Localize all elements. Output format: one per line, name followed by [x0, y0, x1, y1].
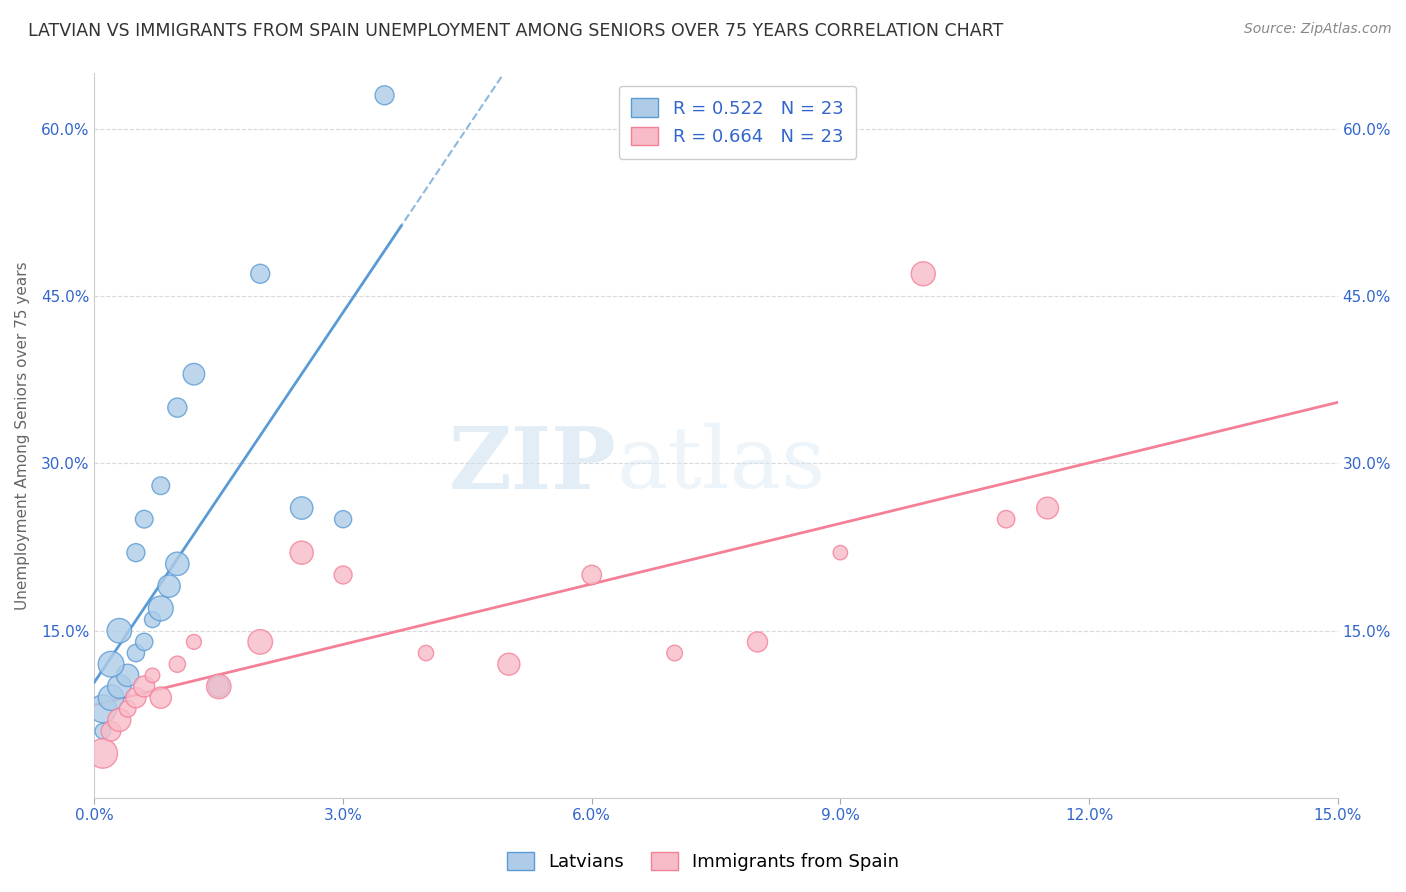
Point: [166, 557, 188, 571]
Point: [1036, 501, 1059, 516]
Point: [100, 690, 122, 705]
Point: [208, 680, 231, 694]
Point: [498, 657, 520, 672]
Point: [125, 546, 148, 560]
Point: [332, 568, 354, 582]
Legend: R = 0.522   N = 23, R = 0.664   N = 23: R = 0.522 N = 23, R = 0.664 N = 23: [619, 86, 856, 159]
Point: [664, 646, 686, 660]
Point: [141, 668, 163, 682]
Point: [91, 747, 114, 761]
Point: [912, 267, 935, 281]
Text: ZIP: ZIP: [449, 423, 617, 507]
Point: [117, 668, 139, 682]
Point: [149, 601, 172, 615]
Point: [183, 635, 205, 649]
Point: [125, 690, 148, 705]
Point: [91, 724, 114, 739]
Point: [141, 613, 163, 627]
Text: atlas: atlas: [617, 423, 825, 506]
Point: [134, 635, 156, 649]
Point: [291, 501, 314, 516]
Point: [91, 702, 114, 716]
Legend: Latvians, Immigrants from Spain: Latvians, Immigrants from Spain: [499, 845, 907, 879]
Point: [157, 579, 180, 593]
Point: [149, 479, 172, 493]
Point: [166, 657, 188, 672]
Point: [291, 546, 314, 560]
Point: [830, 546, 852, 560]
Y-axis label: Unemployment Among Seniors over 75 years: Unemployment Among Seniors over 75 years: [15, 261, 30, 610]
Point: [208, 680, 231, 694]
Point: [100, 657, 122, 672]
Point: [117, 702, 139, 716]
Point: [581, 568, 603, 582]
Point: [108, 680, 131, 694]
Point: [995, 512, 1018, 526]
Point: [747, 635, 769, 649]
Point: [149, 690, 172, 705]
Point: [134, 680, 156, 694]
Point: [125, 646, 148, 660]
Point: [183, 367, 205, 381]
Point: [249, 635, 271, 649]
Point: [332, 512, 354, 526]
Point: [108, 713, 131, 727]
Point: [108, 624, 131, 638]
Point: [249, 267, 271, 281]
Point: [100, 724, 122, 739]
Text: Source: ZipAtlas.com: Source: ZipAtlas.com: [1244, 22, 1392, 37]
Point: [166, 401, 188, 415]
Point: [415, 646, 437, 660]
Text: LATVIAN VS IMMIGRANTS FROM SPAIN UNEMPLOYMENT AMONG SENIORS OVER 75 YEARS CORREL: LATVIAN VS IMMIGRANTS FROM SPAIN UNEMPLO…: [28, 22, 1004, 40]
Point: [134, 512, 156, 526]
Point: [374, 88, 396, 103]
